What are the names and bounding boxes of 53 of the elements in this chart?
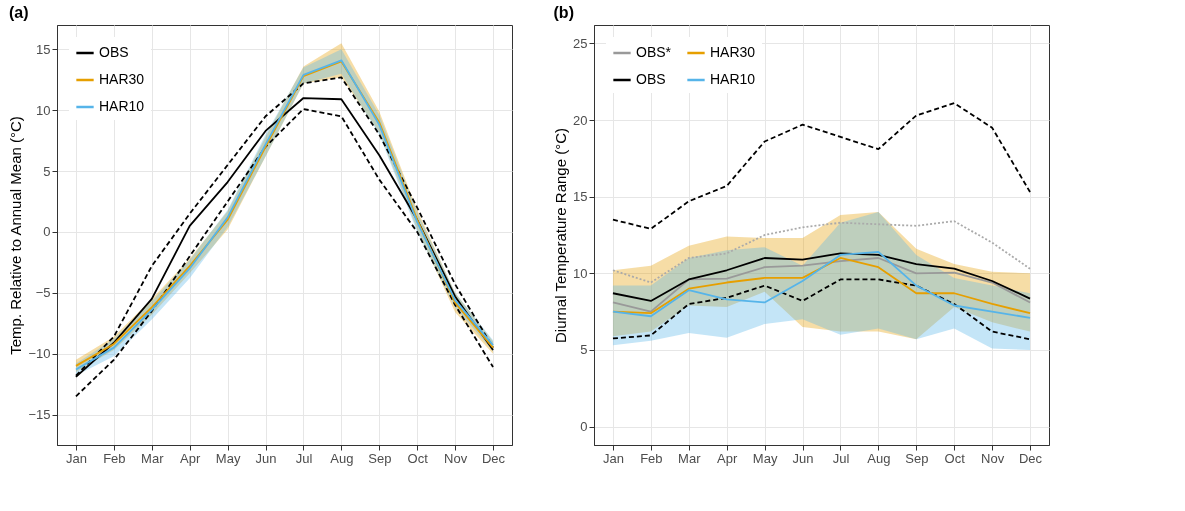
x-tick-label: Feb (640, 450, 663, 466)
y-tick-label: −10 (28, 346, 51, 362)
x-tick-label: Dec (481, 450, 506, 466)
legend-label: HAR10 (710, 71, 756, 87)
x-tick-label: Jun (255, 450, 277, 466)
legend-label: HAR30 (99, 71, 145, 87)
x-tick-label: Aug (867, 450, 891, 466)
y-tick-label: 15 (36, 41, 51, 57)
y-tick-label: 0 (43, 224, 51, 240)
y-axis-title: Diurnal Temperature Range (°C) (552, 128, 570, 343)
y-tick-label: 0 (580, 419, 588, 435)
x-tick-label: Mar (678, 450, 702, 466)
x-tick-label: Oct (407, 450, 429, 466)
x-tick-label: Apr (717, 450, 738, 466)
legend-label: OBS (99, 44, 129, 60)
x-tick-label: Apr (180, 450, 201, 466)
y-tick-label: 5 (580, 342, 588, 358)
x-tick-label: Dec (1018, 450, 1043, 466)
chart-title: (a) (8, 4, 29, 21)
x-tick-label: Jun (792, 450, 814, 466)
y-tick-label: 20 (573, 112, 588, 128)
y-tick-label: 5 (43, 163, 51, 179)
legend-label: OBS* (636, 44, 672, 60)
line-series (612, 278, 1031, 341)
x-tick-label: May (752, 450, 778, 466)
line-series (612, 252, 1031, 302)
y-axis-title: Temp. Relative to Annual Mean (°C) (7, 116, 25, 355)
line-series (612, 250, 1031, 319)
y-tick-label: 10 (573, 265, 588, 281)
y-tick-label: −15 (28, 407, 51, 423)
x-tick-label: Aug (330, 450, 354, 466)
x-tick-label: Sep (368, 450, 392, 466)
legend-label: HAR10 (99, 98, 145, 114)
y-tick-label: 25 (573, 35, 588, 51)
x-tick-label: May (215, 450, 241, 466)
x-tick-label: Jan (602, 450, 624, 466)
x-tick-label: Jan (65, 450, 87, 466)
legend-label: HAR30 (710, 44, 756, 60)
y-tick-label: 10 (36, 102, 51, 118)
line-series (612, 220, 1031, 284)
x-tick-label: Sep (905, 450, 929, 466)
x-tick-label: Nov (981, 450, 1005, 466)
x-tick-label: Jul (832, 450, 850, 466)
x-tick-label: Jul (295, 450, 313, 466)
y-tick-label: −5 (35, 285, 51, 301)
x-tick-label: Mar (141, 450, 165, 466)
x-tick-label: Feb (103, 450, 126, 466)
y-tick-label: 15 (573, 189, 588, 205)
x-tick-label: Nov (444, 450, 468, 466)
line-series (612, 102, 1031, 230)
x-tick-label: Oct (944, 450, 966, 466)
legend-label: OBS (636, 71, 666, 87)
chart-title: (b) (553, 4, 574, 21)
